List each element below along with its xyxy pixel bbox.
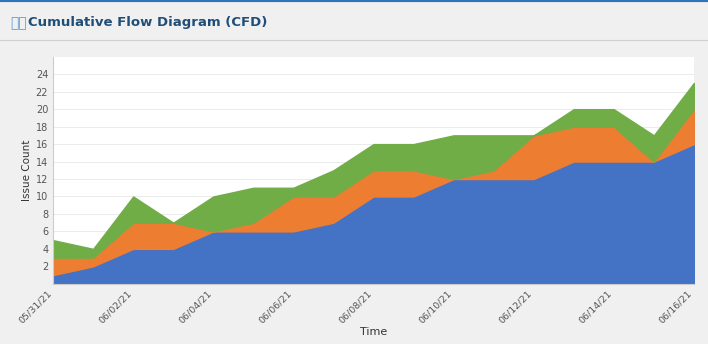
Text: ⋮⋮: ⋮⋮ <box>11 16 28 30</box>
Text: Cumulative Flow Diagram (CFD): Cumulative Flow Diagram (CFD) <box>28 17 268 30</box>
X-axis label: Time: Time <box>360 326 387 336</box>
Y-axis label: Issue Count: Issue Count <box>21 140 32 201</box>
